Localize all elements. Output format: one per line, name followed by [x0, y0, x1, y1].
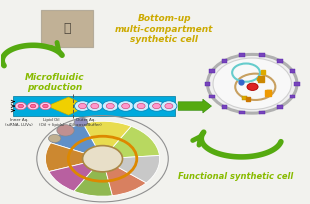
Text: Microfluidic
production: Microfluidic production [25, 73, 85, 92]
Bar [259, 53, 265, 57]
Circle shape [137, 103, 145, 109]
Circle shape [30, 104, 36, 108]
Circle shape [122, 103, 130, 109]
Bar [209, 69, 215, 73]
Bar [205, 82, 210, 86]
Circle shape [28, 102, 39, 110]
Circle shape [82, 146, 122, 172]
Bar [277, 105, 283, 109]
Text: Lipid Oil
(Oil + lipids): Lipid Oil (Oil + lipids) [39, 118, 64, 127]
Circle shape [91, 103, 99, 109]
Wedge shape [74, 159, 113, 196]
Circle shape [161, 101, 177, 111]
Circle shape [87, 101, 103, 111]
Bar [13, 96, 175, 116]
Circle shape [118, 101, 134, 111]
Wedge shape [49, 159, 103, 191]
Bar [277, 59, 283, 63]
Wedge shape [46, 143, 103, 172]
Bar [240, 53, 245, 57]
Bar [242, 96, 247, 100]
Circle shape [57, 125, 74, 136]
Text: Functional synthetic cell: Functional synthetic cell [178, 172, 293, 182]
Circle shape [40, 102, 51, 110]
Bar [294, 82, 300, 86]
Bar [290, 95, 295, 98]
Circle shape [165, 103, 173, 109]
Circle shape [15, 102, 26, 110]
Text: Bottom-up
multi-compartment
synthetic cell: Bottom-up multi-compartment synthetic ce… [115, 14, 214, 44]
Bar [240, 111, 245, 114]
Wedge shape [83, 121, 131, 159]
Circle shape [213, 58, 291, 110]
FancyBboxPatch shape [41, 10, 93, 47]
Polygon shape [47, 97, 87, 115]
Bar [209, 95, 215, 98]
Text: Outer Aq.
(Glucose/Buffer): Outer Aq. (Glucose/Buffer) [69, 118, 102, 127]
Circle shape [207, 54, 297, 113]
Circle shape [247, 83, 258, 90]
Circle shape [133, 101, 149, 111]
Circle shape [148, 101, 165, 111]
Bar [259, 111, 265, 114]
Circle shape [78, 103, 86, 109]
Circle shape [102, 101, 118, 111]
Wedge shape [103, 159, 146, 196]
Circle shape [74, 118, 88, 127]
Wedge shape [103, 126, 159, 159]
Circle shape [106, 103, 114, 109]
Wedge shape [103, 155, 160, 183]
Bar [222, 105, 227, 109]
Circle shape [43, 104, 48, 108]
Circle shape [153, 103, 161, 109]
Bar [222, 59, 227, 63]
Circle shape [49, 134, 61, 143]
Circle shape [74, 101, 91, 111]
Wedge shape [51, 123, 103, 159]
Bar [258, 78, 262, 81]
FancyArrow shape [178, 99, 211, 113]
Circle shape [18, 104, 24, 108]
Text: ✋: ✋ [63, 22, 71, 35]
Bar [290, 69, 295, 73]
Text: Inner Aq.
(siRNA, LUVs): Inner Aq. (siRNA, LUVs) [5, 118, 33, 127]
Bar [267, 90, 272, 93]
